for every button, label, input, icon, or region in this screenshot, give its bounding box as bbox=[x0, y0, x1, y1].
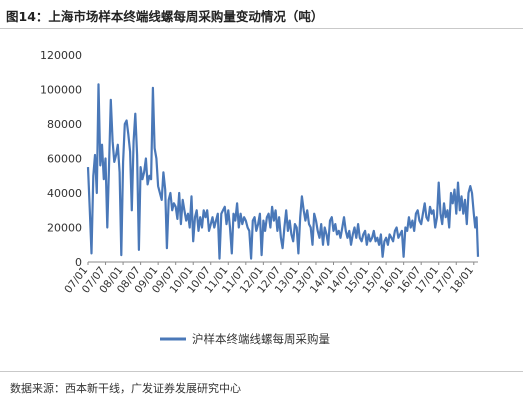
line-chart: 0 20000 40000 60000 80000 100000 120000 07/010… bbox=[40, 49, 480, 346]
figure-title: 图14：上海市场样本终端线螺每周采购量变动情况（吨） bbox=[6, 9, 324, 24]
x-axis-ticks: 07/0107/0708/0108/0709/0109/0710/0110/07… bbox=[62, 262, 476, 296]
y-axis-ticks: 0 20000 40000 60000 80000 100000 120000 bbox=[40, 49, 82, 269]
figure-title-bar: 图14：上海市场样本终端线螺每周采购量变动情况（吨） bbox=[0, 0, 523, 29]
y-tick-label: 80000 bbox=[47, 118, 82, 131]
y-tick-label: 100000 bbox=[40, 84, 82, 97]
y-tick-label: 40000 bbox=[47, 187, 82, 200]
y-tick-label: 60000 bbox=[47, 153, 82, 166]
series-line bbox=[86, 83, 480, 260]
source-note: 数据来源：西本新干线，广发证券发展研究中心 bbox=[10, 382, 241, 395]
legend: 沪样本终端线螺每周采购量 bbox=[160, 332, 330, 346]
source-bar: 数据来源：西本新干线，广发证券发展研究中心 bbox=[0, 371, 523, 402]
y-tick-label: 20000 bbox=[47, 222, 82, 235]
y-tick-label: 120000 bbox=[40, 49, 82, 62]
legend-label: 沪样本终端线螺每周采购量 bbox=[192, 332, 330, 346]
y-tick-label: 0 bbox=[75, 256, 82, 269]
